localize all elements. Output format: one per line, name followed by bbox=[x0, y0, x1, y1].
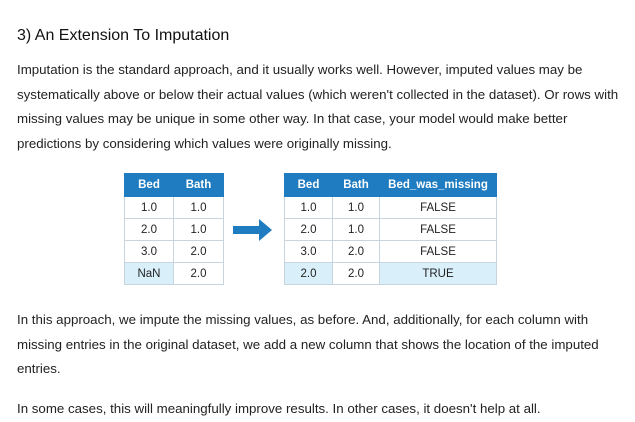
table-row: 3.0 2.0 FALSE bbox=[284, 240, 497, 263]
table-cell: FALSE bbox=[379, 218, 497, 241]
column-header-bath: Bath bbox=[332, 173, 380, 197]
table-cell: 1.0 bbox=[284, 196, 333, 219]
table-cell: 2.0 bbox=[332, 262, 380, 285]
results-paragraph: In some cases, this will meaningfully im… bbox=[17, 401, 541, 416]
table-row: 2.0 1.0 FALSE bbox=[284, 218, 497, 241]
column-header-bed: Bed bbox=[284, 173, 333, 197]
original-data-table: Bed Bath 1.0 1.0 2.0 1.0 3.0 2.0 NaN 2.0 bbox=[124, 173, 224, 285]
table-row: 1.0 1.0 FALSE bbox=[284, 196, 497, 219]
table-cell: 1.0 bbox=[332, 218, 380, 241]
table-row: 3.0 2.0 bbox=[124, 240, 224, 263]
approach-paragraph: In this approach, we impute the missing … bbox=[17, 312, 599, 376]
table-header-row: Bed Bath Bed_was_missing bbox=[284, 173, 497, 197]
table-header-row: Bed Bath bbox=[124, 173, 224, 197]
table-cell: 1.0 bbox=[173, 196, 224, 219]
column-header-bath: Bath bbox=[173, 173, 224, 197]
intro-paragraph: Imputation is the standard approach, and… bbox=[17, 62, 619, 151]
imputed-data-table: Bed Bath Bed_was_missing 1.0 1.0 FALSE 2… bbox=[284, 173, 497, 285]
table-cell: 1.0 bbox=[173, 218, 224, 241]
table-cell: 2.0 bbox=[284, 218, 333, 241]
table-cell: 2.0 bbox=[173, 240, 224, 263]
section-heading: 3) An Extension To Imputation bbox=[17, 27, 230, 44]
column-header-bed: Bed bbox=[124, 173, 174, 197]
table-cell: 2.0 bbox=[124, 218, 174, 241]
missing-value-cell: NaN bbox=[124, 262, 174, 285]
table-cell: 3.0 bbox=[124, 240, 174, 263]
table-row: NaN 2.0 bbox=[124, 262, 224, 285]
table-cell: FALSE bbox=[379, 240, 497, 263]
table-cell: 2.0 bbox=[332, 240, 380, 263]
table-row: 1.0 1.0 bbox=[124, 196, 224, 219]
table-row: 2.0 1.0 bbox=[124, 218, 224, 241]
table-row: 2.0 2.0 TRUE bbox=[284, 262, 497, 285]
column-header-bed-was-missing: Bed_was_missing bbox=[379, 173, 497, 197]
table-cell: FALSE bbox=[379, 196, 497, 219]
table-cell: 1.0 bbox=[332, 196, 380, 219]
imputed-value-cell: 2.0 bbox=[284, 262, 333, 285]
table-cell: 1.0 bbox=[124, 196, 174, 219]
missing-indicator-cell: TRUE bbox=[379, 262, 497, 285]
right-arrow-icon bbox=[233, 219, 272, 241]
table-cell: 3.0 bbox=[284, 240, 333, 263]
table-cell: 2.0 bbox=[173, 262, 224, 285]
